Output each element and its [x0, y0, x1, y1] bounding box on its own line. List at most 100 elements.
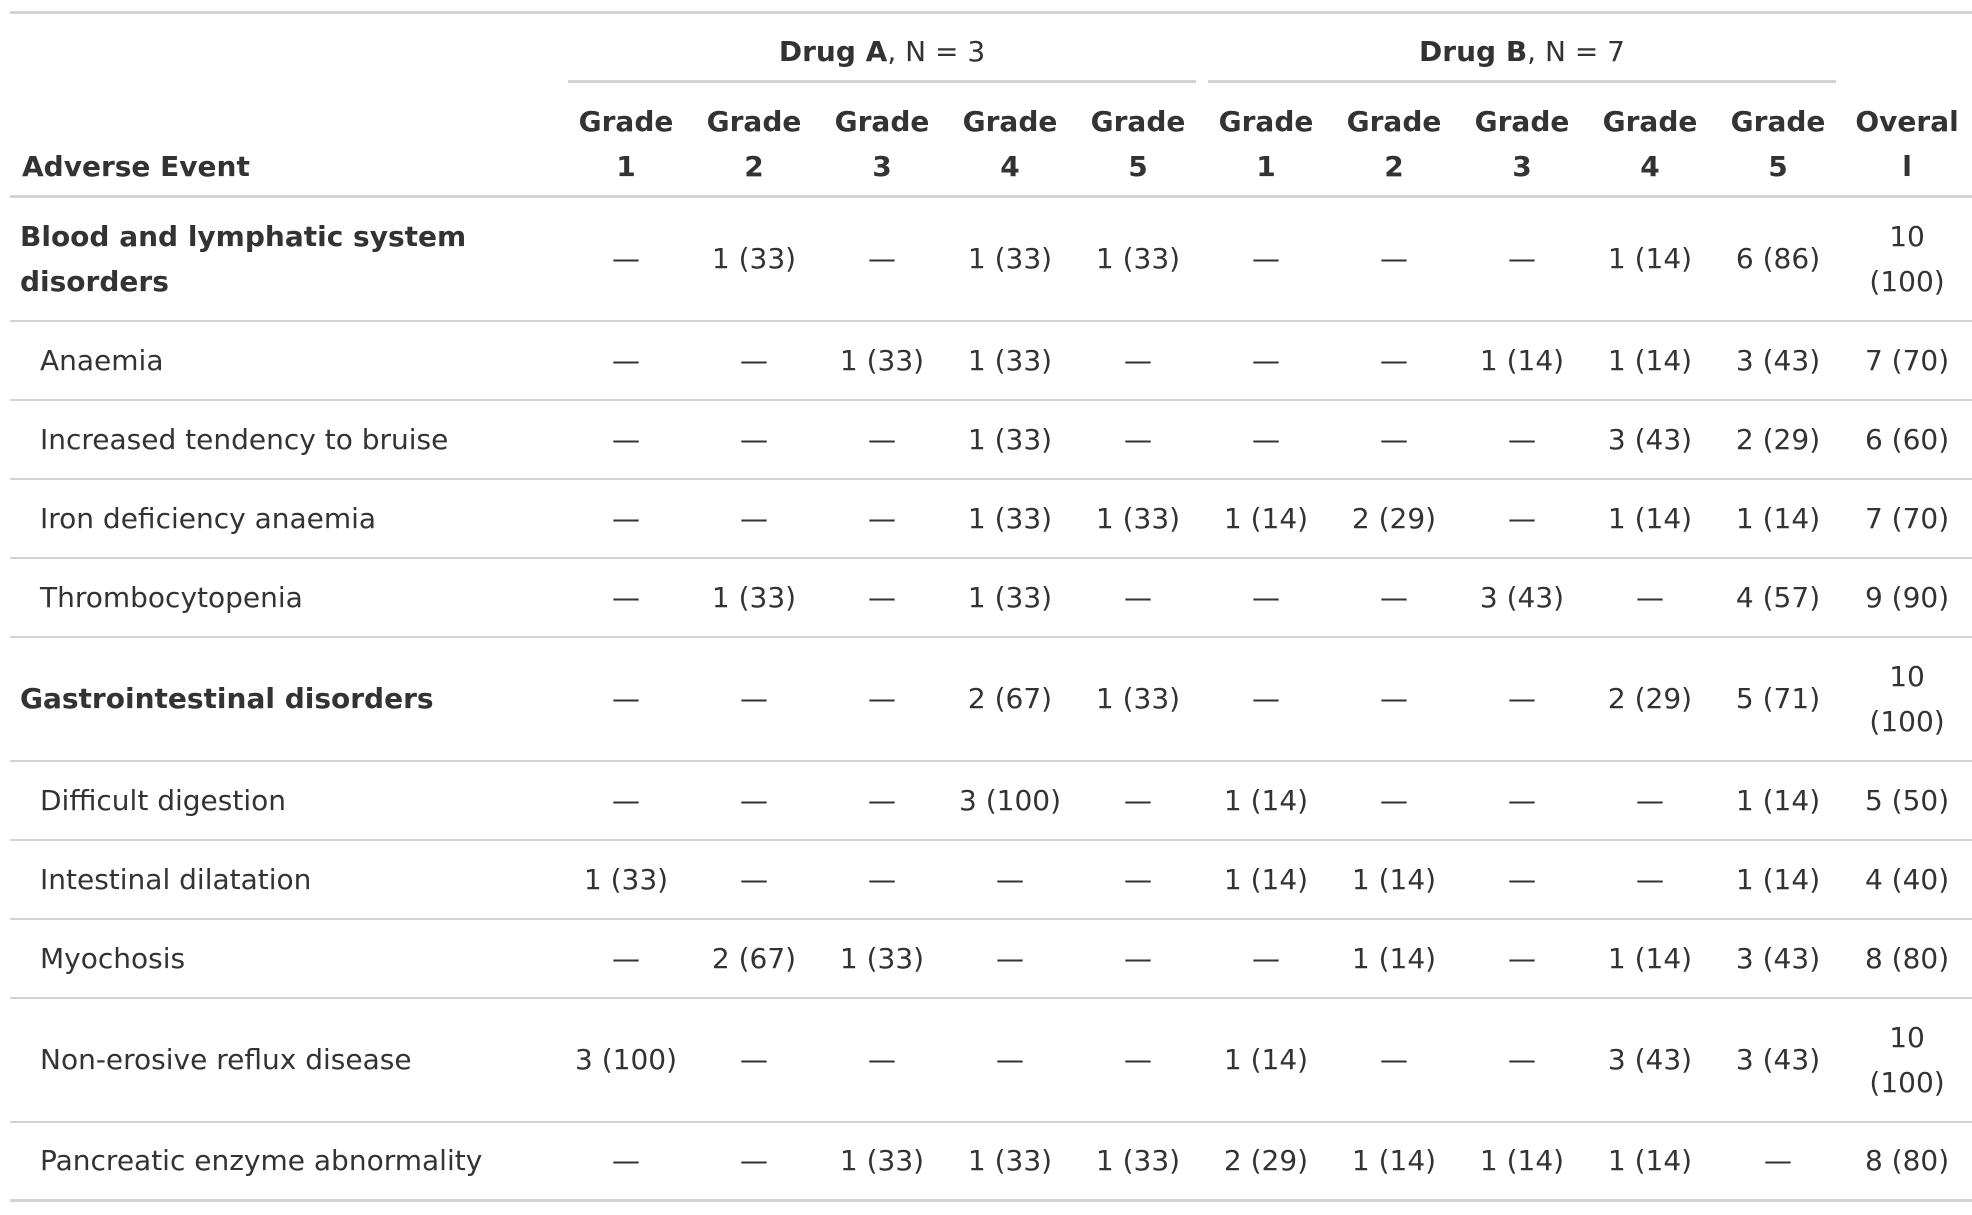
table-body: Blood and lymphatic system disorders — 1 (… — [10, 196, 1972, 1201]
column-header-row: Adverse Event Grade 1 Grade 2 Grade 3 Grade… — [10, 83, 1972, 197]
cell: — — [1508, 1043, 1536, 1076]
cell: — — [1380, 580, 1408, 614]
cell: 1 (14) — [1735, 862, 1821, 896]
cell: 2 (67) — [711, 941, 797, 975]
cell: 1 (33) — [1095, 242, 1181, 276]
cell: — — [1252, 941, 1280, 975]
cell: — — [1508, 682, 1536, 715]
cell: 1 (14) — [1607, 242, 1693, 276]
group-label: Blood and lymphatic system disorders — [20, 219, 467, 298]
cell: 1 (14) — [1607, 501, 1693, 535]
event-label: Myochosis — [40, 941, 186, 975]
cell: — — [740, 783, 768, 817]
cell: 8 (80) — [1864, 941, 1950, 975]
cell: — — [1636, 783, 1664, 817]
cell: — — [1508, 422, 1536, 456]
cell: — — [1380, 682, 1408, 715]
adverse-event-table: Drug A, N = 3 Drug B, N = 7 Adverse Event… — [10, 11, 1972, 1202]
cell: 1 (33) — [967, 501, 1053, 535]
cell: — — [1124, 422, 1152, 456]
event-row: Thrombocytopenia — 1 (33) — 1 (33) — — — 3 (43) —… — [10, 557, 1972, 637]
cell: — — [740, 422, 768, 456]
spanner-drug: Drug B — [1419, 34, 1528, 68]
spanner-label: Drug B, N = 7 — [1208, 29, 1837, 83]
cell: — — [868, 422, 896, 456]
cell: 1 (14) — [1351, 941, 1437, 975]
column-header: Grade 1 — [1218, 105, 1314, 183]
cell: 2 (29) — [1223, 1144, 1309, 1178]
cell: 2 (29) — [1351, 501, 1437, 535]
cell: 1 (14) — [1735, 783, 1821, 817]
table-container: Drug A, N = 3 Drug B, N = 7 Adverse Event… — [10, 11, 1972, 1202]
cell: 1 (33) — [967, 422, 1053, 456]
spanner-drug: Drug A — [778, 34, 888, 68]
cell: — — [740, 1144, 768, 1178]
cell: — — [740, 343, 768, 377]
cell: — — [1508, 783, 1536, 817]
column-header: Grade 5 — [1090, 105, 1186, 183]
column-header: Grade 5 — [1730, 105, 1826, 183]
spanner-row: Drug A, N = 3 Drug B, N = 7 — [10, 13, 1972, 83]
cell: — — [1508, 242, 1536, 276]
event-row: Pancreatic enzyme abnormality — — 1 (33) 1 (… — [10, 1121, 1972, 1201]
cell: 3 (43) — [1735, 941, 1821, 975]
cell: — — [612, 242, 640, 276]
cell: 3 (43) — [1607, 1043, 1693, 1076]
cell: — — [1380, 343, 1408, 377]
cell: — — [1252, 580, 1280, 614]
cell: — — [1252, 682, 1280, 715]
cell: 1 (33) — [1095, 1144, 1181, 1178]
spanner: Drug A, N = 3 — [562, 13, 1202, 83]
event-row: Difficult digestion — — — 3 (100) — 1 (14) — — — 1… — [10, 760, 1972, 840]
empty-header — [1842, 13, 1972, 83]
cell: 1 (33) — [839, 343, 925, 377]
cell: 7 (70) — [1864, 343, 1950, 377]
event-row: Iron deficiency anaemia — — — 1 (33) 1 (33) 1 … — [10, 478, 1972, 558]
table-header: Drug A, N = 3 Drug B, N = 7 Adverse Event… — [10, 13, 1972, 197]
cell: 1 (33) — [583, 862, 669, 896]
cell: — — [612, 682, 640, 715]
column-header: Grade 1 — [578, 105, 674, 183]
cell: — — [1508, 862, 1536, 896]
cell: 6 (60) — [1864, 422, 1950, 456]
cell: — — [868, 862, 896, 896]
cell: 5 (71) — [1735, 682, 1821, 715]
cell: — — [612, 941, 640, 975]
cell: — — [612, 1144, 640, 1178]
event-label: Pancreatic enzyme abnormality — [40, 1144, 483, 1178]
cell: 5 (50) — [1864, 783, 1950, 817]
cell: — — [1636, 862, 1664, 896]
cell: — — [868, 242, 896, 276]
cell: — — [740, 1043, 768, 1076]
cell: 4 (40) — [1864, 862, 1950, 896]
cell: 1 (33) — [1095, 682, 1181, 715]
cell: 1 (14) — [1223, 862, 1309, 896]
cell: — — [612, 343, 640, 377]
event-label: Increased tendency to bruise — [40, 422, 449, 456]
cell: 10 (100) — [1869, 1020, 1945, 1099]
cell: 1 (14) — [1607, 343, 1693, 377]
cell: 1 (14) — [1351, 862, 1437, 896]
group-row: Gastrointestinal disorders — — — 2 (67) 1 (33… — [10, 636, 1972, 761]
cell: 1 (33) — [967, 1144, 1053, 1178]
cell: — — [1124, 343, 1152, 377]
cell: 2 (29) — [1607, 682, 1693, 715]
cell: — — [1764, 1144, 1793, 1178]
cell: 2 (29) — [1735, 422, 1821, 456]
cell: — — [612, 783, 640, 817]
cell: — — [868, 682, 896, 715]
cell: — — [1252, 422, 1280, 456]
cell: 1 (33) — [711, 242, 797, 276]
cell: 1 (14) — [1607, 1144, 1693, 1178]
cell: — — [1380, 422, 1408, 456]
cell: — — [996, 862, 1024, 896]
cell: — — [1380, 783, 1408, 817]
spanner-label: Drug A, N = 3 — [568, 29, 1196, 83]
cell: 1 (14) — [1735, 501, 1821, 535]
cell: 8 (80) — [1864, 1144, 1950, 1178]
event-row: Increased tendency to bruise — — — 1 (33) — — —… — [10, 399, 1972, 479]
cell: — — [996, 1043, 1024, 1076]
event-label: Anaemia — [40, 343, 164, 377]
event-row: Anaemia — — 1 (33) 1 (33) — — — 1 (14) 1 (14) 3 (4… — [10, 320, 1972, 400]
